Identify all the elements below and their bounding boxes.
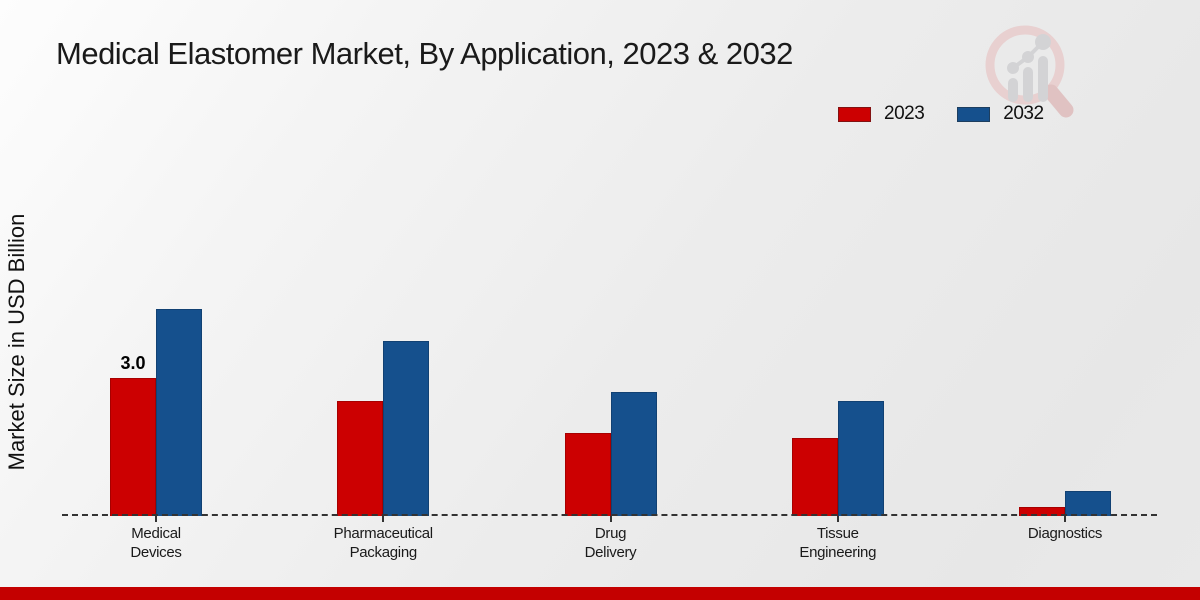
logo-bar-3 bbox=[1038, 56, 1048, 102]
bar-2032-diagnostics bbox=[1065, 491, 1111, 516]
x-axis-tick-pharmaceutical-packaging bbox=[382, 516, 385, 522]
bottom-accent-bar bbox=[0, 587, 1200, 600]
category-label-tissue-engineering: Tissue Engineering bbox=[748, 524, 928, 562]
bar-2023-medical-devices bbox=[110, 378, 156, 516]
category-label-line: Engineering bbox=[799, 544, 877, 561]
bar-2032-pharmaceutical-packaging bbox=[383, 341, 430, 516]
category-label-line: Diagnostics bbox=[1027, 525, 1103, 542]
bar-2023-drug-delivery bbox=[564, 433, 611, 516]
legend: 2023 2032 bbox=[838, 103, 1044, 125]
category-label-drug-delivery: Drug Delivery bbox=[521, 524, 701, 562]
magnifier-bar-chart-logo-icon bbox=[985, 25, 1074, 118]
logo-dot-2 bbox=[1022, 51, 1034, 63]
bar-2023-diagnostics bbox=[1019, 507, 1065, 516]
logo-dot-1 bbox=[1007, 62, 1019, 74]
bar-2032-tissue-engineering bbox=[837, 401, 884, 516]
x-axis-tick-medical-devices bbox=[155, 516, 157, 522]
y-axis-label: Market Size in USD Billion bbox=[4, 213, 29, 471]
category-label-diagnostics: Diagnostics bbox=[975, 524, 1155, 543]
bar-value-label: 3.0 bbox=[120, 353, 146, 373]
legend-label-2023: 2023 bbox=[884, 103, 925, 124]
category-label-line: Medical bbox=[131, 525, 181, 542]
legend-swatch-2023 bbox=[838, 106, 871, 122]
legend-item-2023: 2023 bbox=[838, 103, 925, 125]
bar-2023-tissue-engineering bbox=[791, 438, 838, 516]
legend-swatch-2032 bbox=[957, 106, 991, 122]
category-label-pharmaceutical-packaging: Pharmaceutical Packaging bbox=[293, 524, 473, 562]
x-axis-tick-drug-delivery bbox=[609, 516, 612, 522]
x-axis-tick-diagnostics bbox=[1064, 516, 1066, 522]
chart-title: Medical Elastomer Market, By Application… bbox=[56, 36, 793, 71]
bar-2032-medical-devices bbox=[156, 309, 202, 516]
category-label-line: Drug bbox=[594, 525, 627, 542]
legend-label-2032: 2032 bbox=[1003, 103, 1044, 124]
x-axis-tick-tissue-engineering bbox=[836, 516, 839, 522]
logo-bar-2 bbox=[1023, 67, 1033, 102]
logo-dot-3 bbox=[1035, 34, 1051, 50]
logo-bar-1 bbox=[1008, 78, 1018, 102]
category-label-medical-devices: Medical Devices bbox=[66, 524, 246, 562]
bar-2032-drug-delivery bbox=[610, 392, 657, 516]
legend-item-2032: 2032 bbox=[957, 103, 1044, 125]
bar-2023-pharmaceutical-packaging bbox=[337, 401, 384, 516]
category-label-line: Delivery bbox=[584, 544, 637, 561]
category-label-line: Pharmaceutical bbox=[333, 525, 433, 542]
x-axis-baseline bbox=[62, 514, 1157, 516]
category-label-line: Tissue bbox=[816, 525, 859, 542]
category-label-line: Devices bbox=[130, 544, 182, 561]
magnifier-handle bbox=[1043, 84, 1074, 118]
category-label-line: Packaging bbox=[349, 544, 418, 561]
